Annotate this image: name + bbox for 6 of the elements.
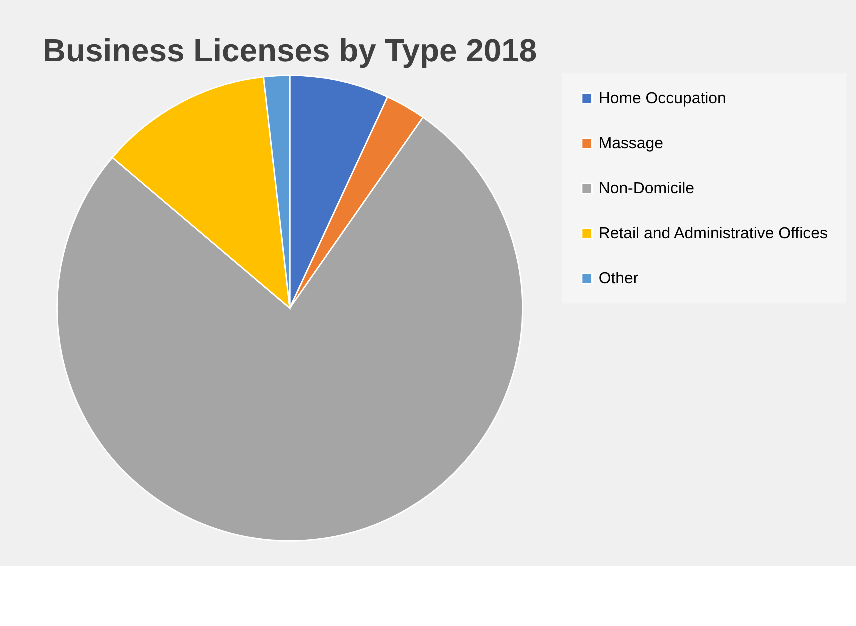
legend-label: Massage [598,135,664,152]
legend-label: Home Occupation [598,90,726,108]
legend-label: Other [598,270,640,288]
chart-title: Business Licenses by Type 2018 [42,32,538,68]
legend-label: Retail and Administrative Offices [598,225,828,242]
legend-label: Non-Domicile [598,180,695,198]
